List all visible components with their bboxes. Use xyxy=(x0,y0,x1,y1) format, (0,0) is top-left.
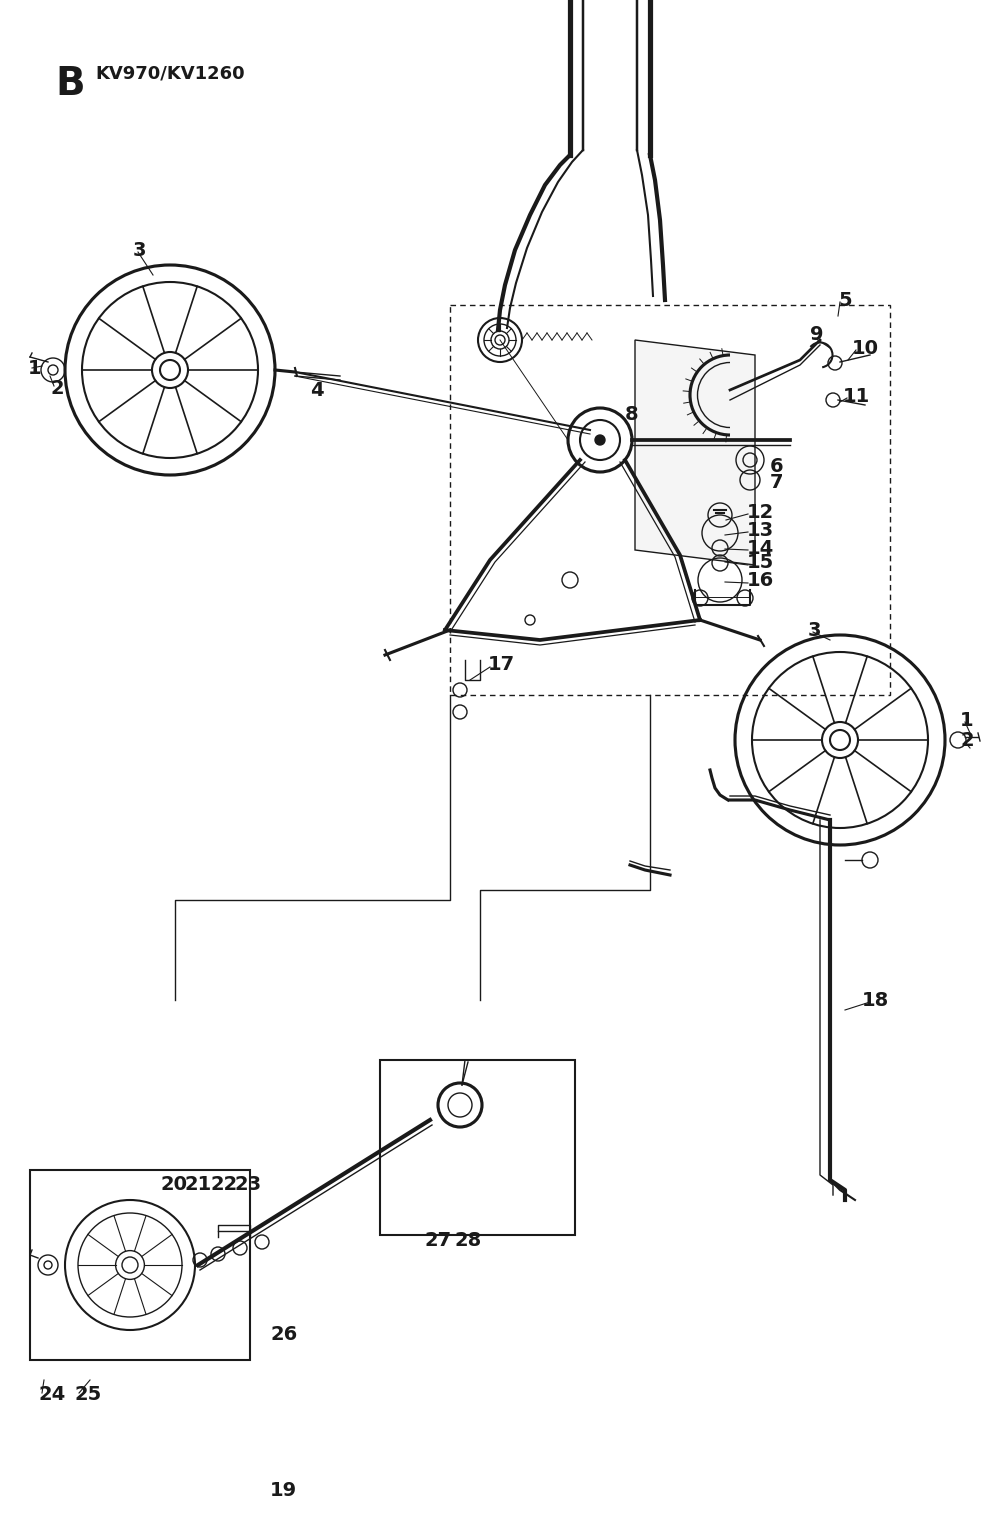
Text: 14: 14 xyxy=(747,538,774,558)
Text: 9: 9 xyxy=(810,324,824,344)
Text: 15: 15 xyxy=(747,553,774,573)
Text: 6: 6 xyxy=(770,456,784,476)
Text: 17: 17 xyxy=(488,655,515,675)
Text: 1: 1 xyxy=(28,358,42,377)
Text: 13: 13 xyxy=(747,520,774,540)
Text: 4: 4 xyxy=(310,381,324,400)
Text: 12: 12 xyxy=(747,502,774,522)
Text: 16: 16 xyxy=(747,572,774,591)
Circle shape xyxy=(595,435,605,446)
Bar xyxy=(450,305,890,694)
Text: 3: 3 xyxy=(133,241,146,259)
Text: 19: 19 xyxy=(270,1481,297,1499)
Bar xyxy=(380,1060,575,1236)
Text: 21: 21 xyxy=(185,1175,212,1195)
Bar xyxy=(30,1170,250,1360)
Text: 23: 23 xyxy=(235,1175,262,1195)
Text: 10: 10 xyxy=(852,338,879,358)
Text: 28: 28 xyxy=(455,1231,482,1249)
Text: 5: 5 xyxy=(838,291,852,309)
Text: 26: 26 xyxy=(270,1325,297,1345)
Text: 2: 2 xyxy=(50,379,64,397)
Text: 1: 1 xyxy=(960,711,974,729)
Text: 18: 18 xyxy=(862,990,889,1010)
Text: 7: 7 xyxy=(770,473,784,493)
Text: B: B xyxy=(55,65,85,103)
Polygon shape xyxy=(635,340,755,565)
Text: 27: 27 xyxy=(425,1231,452,1249)
Text: 2: 2 xyxy=(960,731,974,749)
Text: 22: 22 xyxy=(210,1175,237,1195)
Text: 20: 20 xyxy=(160,1175,187,1195)
Text: 24: 24 xyxy=(38,1386,65,1404)
Text: 3: 3 xyxy=(808,620,822,640)
Text: 8: 8 xyxy=(625,405,639,424)
Text: 11: 11 xyxy=(843,387,870,405)
Text: 25: 25 xyxy=(75,1386,102,1404)
Text: KV970/KV1260: KV970/KV1260 xyxy=(95,65,245,83)
